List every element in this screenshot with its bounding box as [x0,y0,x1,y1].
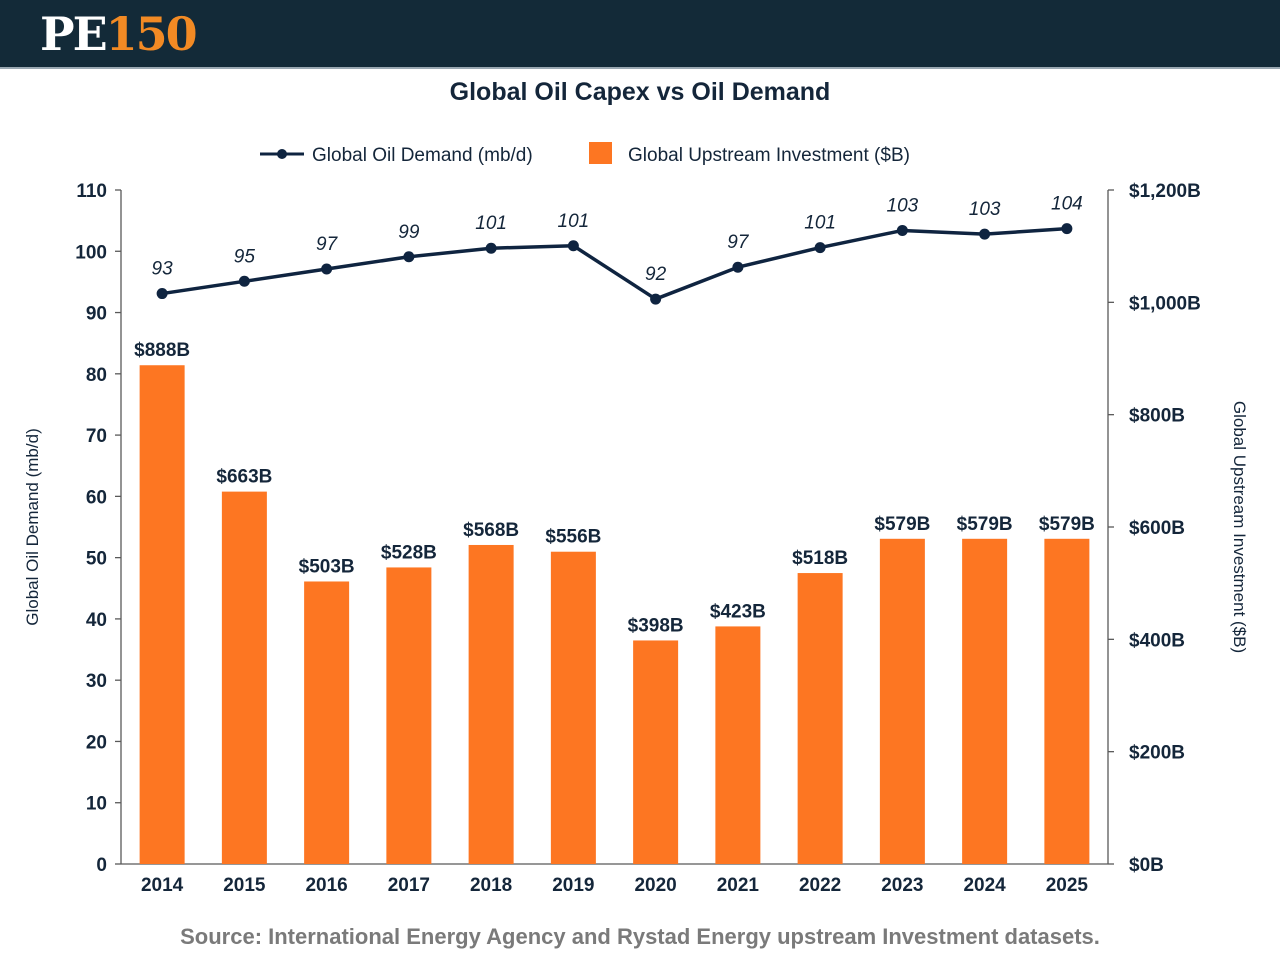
chart: Global Oil Demand (mb/d) Global Upstream… [23,142,1249,896]
bar-data-label: $423B [710,601,766,622]
demand-point[interactable] [1061,223,1073,235]
demand-point[interactable] [650,293,662,305]
demand-data-label: 101 [475,213,507,234]
demand-point[interactable] [485,242,497,254]
demand-point[interactable] [732,261,744,273]
demand-line-path [161,226,1067,301]
left-axis-tick-label: 60 [86,487,107,508]
bar[interactable] [1044,538,1090,864]
bar-data-label: $528B [381,542,437,563]
x-axis-tick-label: 2025 [1046,875,1089,896]
bar[interactable] [550,551,596,864]
demand-data-label: 101 [804,213,836,234]
demand-data-label: 97 [316,234,339,255]
demand-data-label: 99 [398,222,420,243]
demand-data-label: 92 [645,264,667,285]
logo-text-primary: PE [40,7,108,61]
demand-point[interactable] [979,228,991,240]
demand-point[interactable] [321,263,333,275]
legend-bar-swatch-icon [589,142,612,164]
right-axis-tick-label: $400B [1129,630,1185,651]
header-bar: PE150 [0,0,1280,69]
x-axis-tick-label: 2016 [305,875,347,896]
bars: $888B $663B $503B $528B $568B $556B $398B $423B… [134,340,1095,864]
bar[interactable] [715,626,761,864]
demand-data-label: 101 [558,211,590,232]
legend: Global Oil Demand (mb/d) Global Upstream… [260,142,910,166]
left-axis-tick-label: 110 [76,181,107,202]
left-axis-tick-label: 0 [96,855,107,876]
bar-data-label: $579B [957,514,1013,535]
x-axis-tick-label: 2015 [223,875,266,896]
right-axis-tick-label: $800B [1129,406,1185,427]
left-axis-tick-label: 40 [86,610,107,631]
x-axis-tick-label: 2019 [552,875,594,896]
right-axis-tick-label: $1,000B [1129,293,1201,314]
left-axis-tick-label: 70 [86,426,107,447]
demand-point[interactable] [238,275,250,287]
legend-label-investment: Global Upstream Investment ($B) [628,145,910,166]
demand-point[interactable] [156,288,168,300]
x-axis-tick-label: 2018 [470,875,512,896]
right-axis-tick-label: $1,200B [1129,181,1201,202]
bar[interactable] [962,538,1008,864]
bar[interactable] [468,544,514,864]
left-axis-label: Global Oil Demand (mb/d) [23,428,42,625]
x-axis-tick-label: 2023 [881,875,923,896]
demand-data-label: 93 [152,259,174,280]
x-axis-tick-label: 2022 [799,875,841,896]
demand-point[interactable] [814,242,826,254]
demand-data-label: 103 [887,195,919,216]
left-axis-tick-label: 90 [86,304,107,325]
left-axis-tick-label: 50 [86,549,107,570]
bar[interactable] [797,573,843,864]
x-axis-tick-label: 2024 [963,875,1006,896]
right-axis-label: Global Upstream Investment ($B) [1230,401,1249,653]
bar-data-label: $518B [792,548,848,569]
bar[interactable] [139,365,185,864]
x-axis-tick-label: 2014 [141,875,184,896]
pe150-logo[interactable]: PE150 [40,7,198,61]
demand-data-label: 97 [727,232,750,253]
bar-data-label: $556B [545,527,601,548]
bar-data-label: $579B [1039,514,1095,535]
right-axis-tick-label: $0B [1129,855,1164,876]
x-axis-tick-label: 2021 [717,875,760,896]
demand-data-label: 95 [234,246,256,267]
right-axis-tick-label: $200B [1129,743,1185,764]
legend-marker-icon [277,149,287,159]
left-axis-tick-label: 10 [86,794,107,815]
right-axis-tick-label: $600B [1129,518,1185,539]
bar-data-label: $398B [628,615,684,636]
demand-data-label: 104 [1051,194,1083,215]
bar-data-label: $503B [299,556,355,577]
bar-data-label: $568B [463,520,519,541]
demand-data-label: 103 [969,199,1001,220]
bar-data-label: $579B [874,514,930,535]
demand-point[interactable] [403,251,415,263]
bar[interactable] [221,491,267,864]
bar[interactable] [879,538,925,864]
chart-title: Global Oil Capex vs Oil Demand [449,78,831,106]
bar[interactable] [304,581,350,864]
demand-line: 93 95 97 99 101 101 92 97 101 103 103 104 [152,194,1083,305]
left-axis-tick-label: 20 [86,732,107,753]
axes: 0 10 20 30 40 50 60 70 80 90 100 110 $0B $200B $400B $6… [75,181,1201,896]
bar[interactable] [633,640,679,864]
logo-text-accent: 150 [105,7,198,61]
bar-data-label: $888B [134,340,190,361]
left-axis-tick-label: 30 [86,671,107,692]
x-axis-tick-label: 2017 [388,875,430,896]
bar[interactable] [386,567,432,864]
x-axis-tick-label: 2020 [634,875,676,896]
source-note: Source: International Energy Agency and … [180,924,1100,949]
demand-point[interactable] [896,224,908,236]
left-axis-tick-label: 100 [75,242,107,263]
bar-data-label: $663B [216,467,272,488]
legend-label-demand: Global Oil Demand (mb/d) [312,145,533,166]
left-axis-tick-label: 80 [86,365,107,386]
demand-point[interactable] [567,240,579,252]
